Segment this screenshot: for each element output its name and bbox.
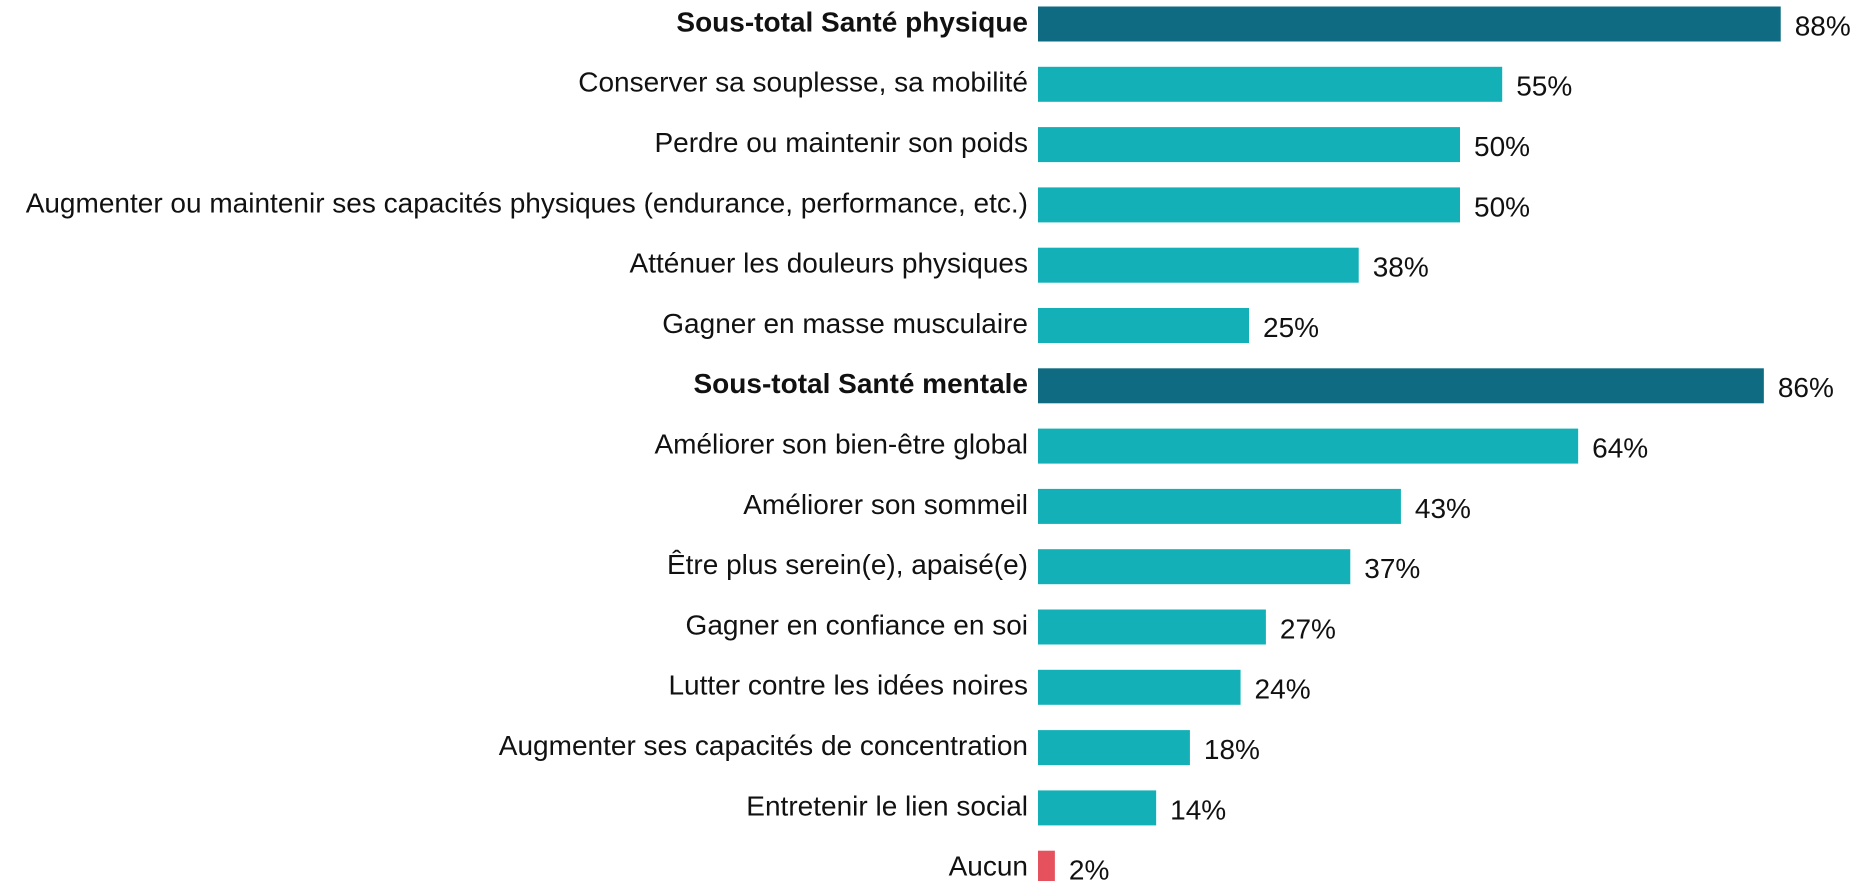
value-label: 24%: [1255, 674, 1311, 705]
bar: [1038, 368, 1764, 404]
bar: [1038, 187, 1460, 223]
category-label: Sous-total Santé mentale: [693, 368, 1028, 399]
value-label: 14%: [1170, 794, 1226, 825]
value-label: 25%: [1263, 312, 1319, 343]
value-label: 86%: [1778, 372, 1834, 403]
bar: [1038, 428, 1579, 464]
category-label: Améliorer son bien-être global: [654, 428, 1028, 459]
bar: [1038, 488, 1401, 524]
bar: [1038, 127, 1460, 163]
bar: [1038, 609, 1266, 645]
category-label: Conserver sa souplesse, sa mobilité: [578, 67, 1028, 98]
bar: [1038, 790, 1157, 826]
category-label: Gagner en confiance en soi: [686, 609, 1028, 640]
category-label: Gagner en masse musculaire: [662, 308, 1028, 339]
value-label: 27%: [1280, 613, 1336, 644]
category-label: Lutter contre les idées noires: [668, 670, 1028, 701]
category-label: Aucun: [949, 851, 1028, 881]
bar: [1038, 308, 1249, 343]
category-label: Sous-total Santé physique: [676, 6, 1028, 37]
bar: [1038, 669, 1241, 705]
bar: [1038, 850, 1055, 881]
value-label: 64%: [1592, 432, 1648, 463]
value-label: 88%: [1795, 10, 1851, 41]
bar: [1038, 66, 1503, 102]
category-label: Atténuer les douleurs physiques: [630, 248, 1028, 279]
value-label: 50%: [1474, 131, 1530, 162]
value-label: 43%: [1415, 493, 1471, 524]
value-label: 2%: [1069, 855, 1109, 881]
category-label: Augmenter ses capacités de concentration: [499, 730, 1028, 761]
value-label: 55%: [1516, 71, 1572, 102]
value-label: 38%: [1373, 252, 1429, 283]
bar: [1038, 549, 1351, 585]
category-label: Perdre ou maintenir son poids: [654, 127, 1028, 158]
value-label: 37%: [1364, 553, 1420, 584]
value-label: 50%: [1474, 191, 1530, 222]
category-label: Entretenir le lien social: [746, 790, 1028, 821]
value-label: 18%: [1204, 734, 1260, 765]
category-label: Augmenter ou maintenir ses capacités phy…: [26, 187, 1028, 218]
bar: [1038, 6, 1781, 42]
category-label: Être plus serein(e), apaisé(e): [667, 549, 1028, 580]
category-label: Améliorer son sommeil: [743, 489, 1028, 520]
bar: [1038, 247, 1359, 283]
bar: [1038, 730, 1190, 766]
